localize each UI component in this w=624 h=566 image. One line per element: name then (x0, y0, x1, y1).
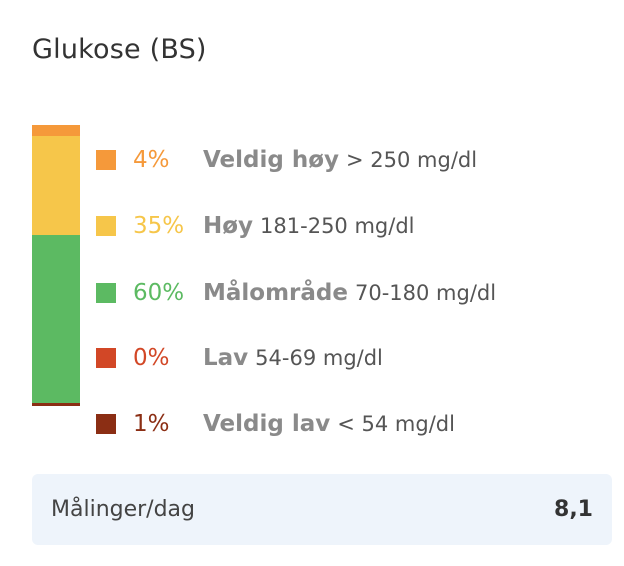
legend-swatch (96, 283, 116, 303)
legend-swatch (96, 216, 116, 236)
legend-row-target: 60% Målområde 70-180 mg/dl (96, 276, 496, 310)
range-percent: 1% (133, 411, 170, 437)
bar-segment-high (32, 136, 80, 235)
legend-row-very-low: 1% Veldig lav < 54 mg/dl (96, 407, 455, 441)
range-name: Veldig høy (203, 147, 340, 173)
legend-swatch (96, 150, 116, 170)
range-name: Målområde (203, 280, 348, 306)
legend-row-low: 0% Lav 54-69 mg/dl (96, 341, 383, 375)
legend-row-very-high: 4% Veldig høy > 250 mg/dl (96, 143, 477, 177)
range-percent: 0% (133, 345, 170, 371)
range-description: 54-69 mg/dl (255, 346, 383, 370)
range-description: > 250 mg/dl (346, 148, 478, 172)
legend-swatch (96, 348, 116, 368)
bar-segment-very-high (32, 125, 80, 137)
measurements-per-day-label: Målinger/dag (51, 497, 195, 522)
range-name: Lav (203, 345, 249, 371)
bar-segment-target (32, 234, 80, 404)
measurements-per-day-panel: Målinger/dag 8,1 (32, 474, 612, 545)
range-description: < 54 mg/dl (337, 412, 455, 436)
stacked-range-bar (32, 125, 80, 406)
legend-swatch (96, 414, 116, 434)
range-name: Høy (203, 213, 254, 239)
range-percent: 60% (133, 280, 185, 306)
range-percent: 4% (133, 147, 170, 173)
card-title: Glukose (BS) (32, 34, 207, 65)
measurements-per-day-value: 8,1 (554, 497, 593, 522)
range-description: 181-250 mg/dl (260, 214, 415, 238)
range-percent: 35% (133, 213, 185, 239)
range-name: Veldig lav (203, 411, 331, 437)
bar-segment-very-low (32, 403, 80, 406)
legend-row-high: 35% Høy 181-250 mg/dl (96, 209, 415, 243)
range-description: 70-180 mg/dl (355, 281, 497, 305)
